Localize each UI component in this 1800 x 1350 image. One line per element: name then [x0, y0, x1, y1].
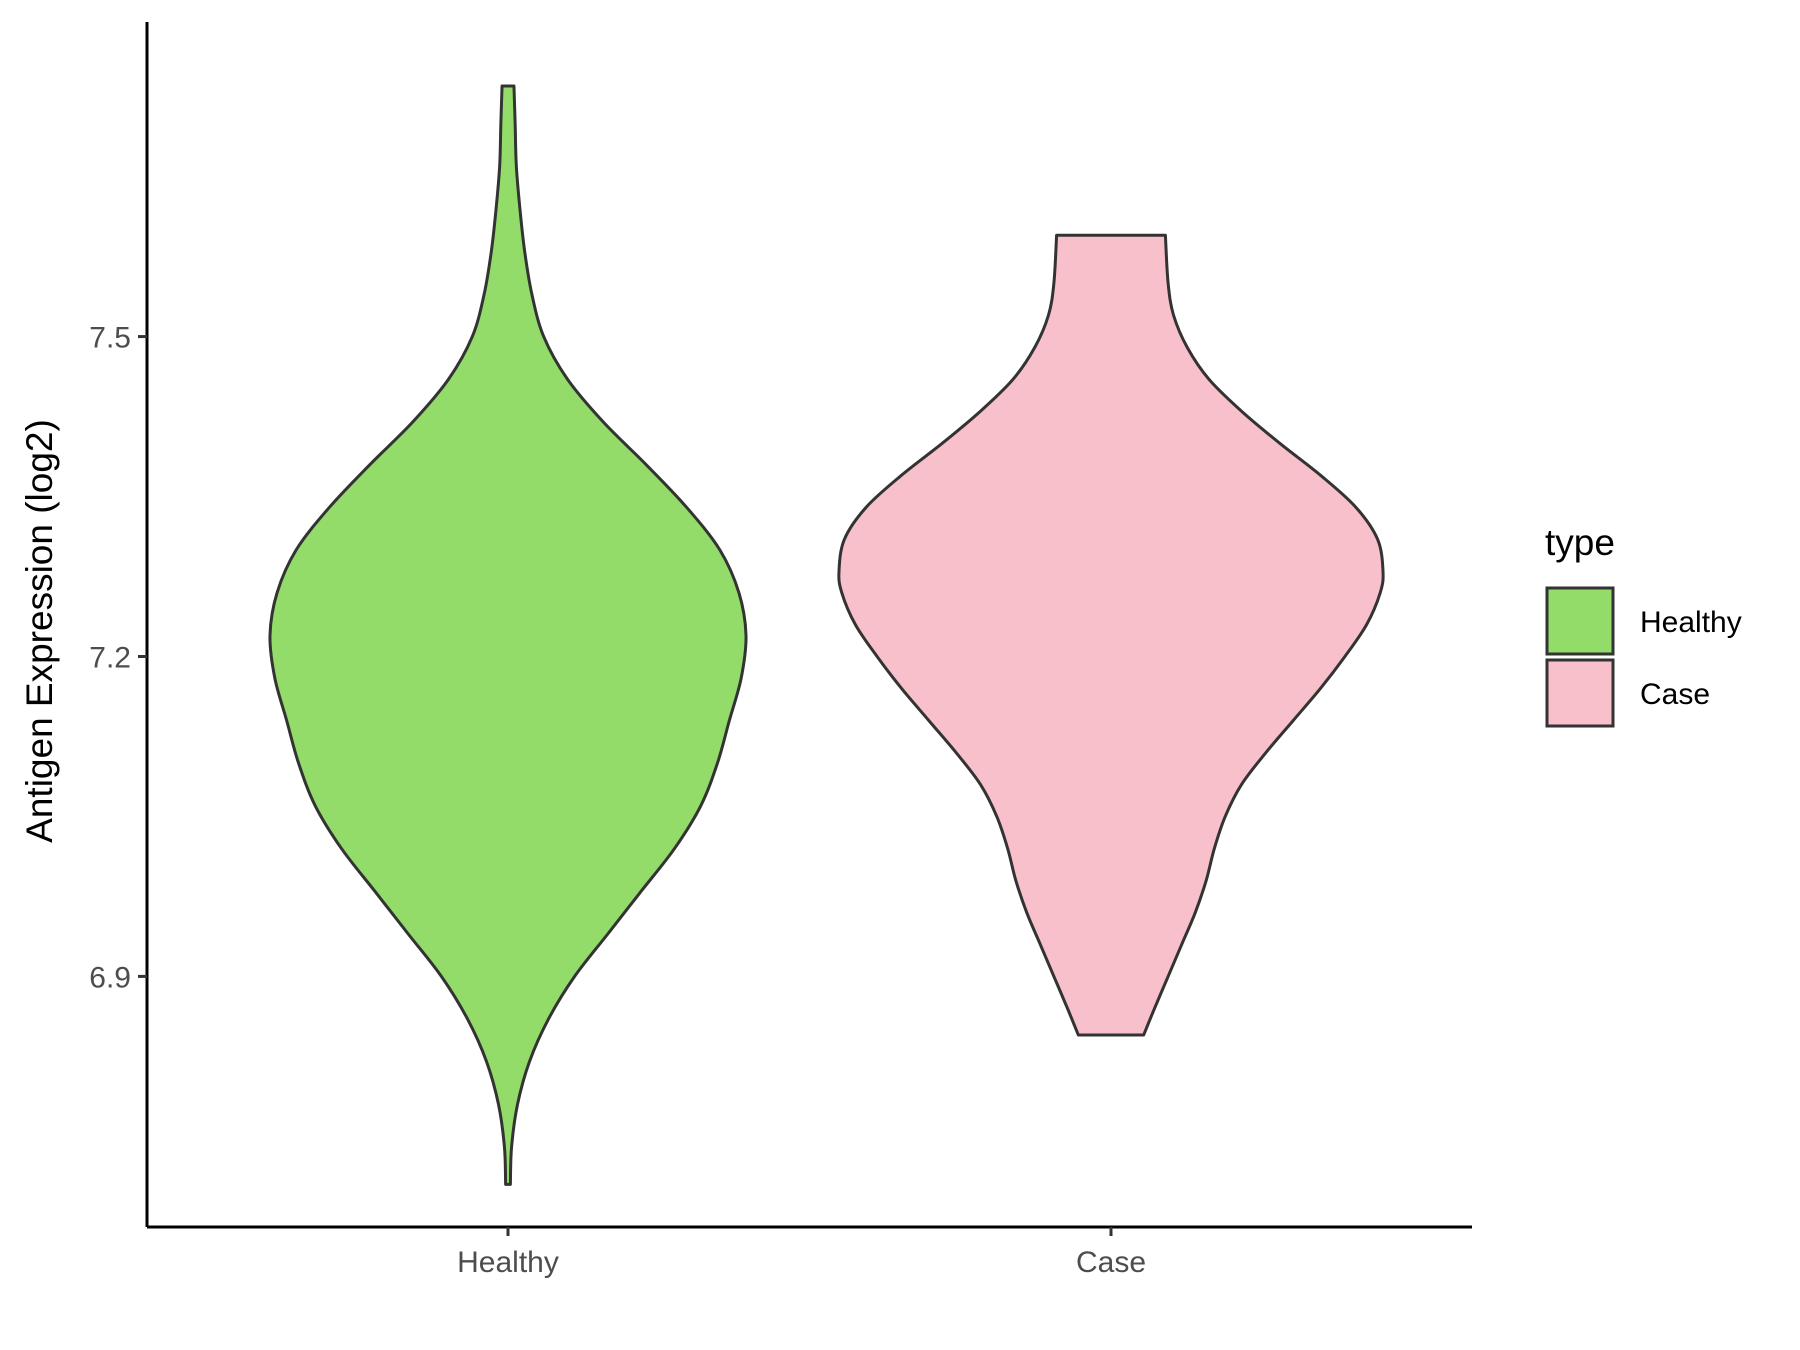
legend-label: Healthy: [1640, 606, 1742, 639]
x-tick-label: Case: [1076, 1246, 1146, 1279]
legend-swatch: [1545, 658, 1615, 728]
violin-case: [837, 233, 1385, 1037]
y-tick-label: 7.2: [89, 641, 131, 674]
y-tick-label: 7.5: [89, 322, 131, 355]
legend-swatch: [1545, 586, 1615, 656]
y-tick-label: 6.9: [89, 961, 131, 994]
plot-area: [268, 84, 1385, 1186]
y-axis-title: Antigen Expression (log2): [19, 419, 60, 843]
legend-label: Case: [1640, 678, 1710, 711]
x-tick-label: Healthy: [457, 1246, 559, 1279]
legend: type Healthy Case: [1545, 522, 1742, 728]
legend-title: type: [1545, 522, 1615, 563]
y-axis: 6.9 7.2 7.5: [89, 22, 149, 1227]
x-axis: Healthy Case: [147, 1225, 1472, 1279]
violin-healthy: [268, 84, 748, 1186]
